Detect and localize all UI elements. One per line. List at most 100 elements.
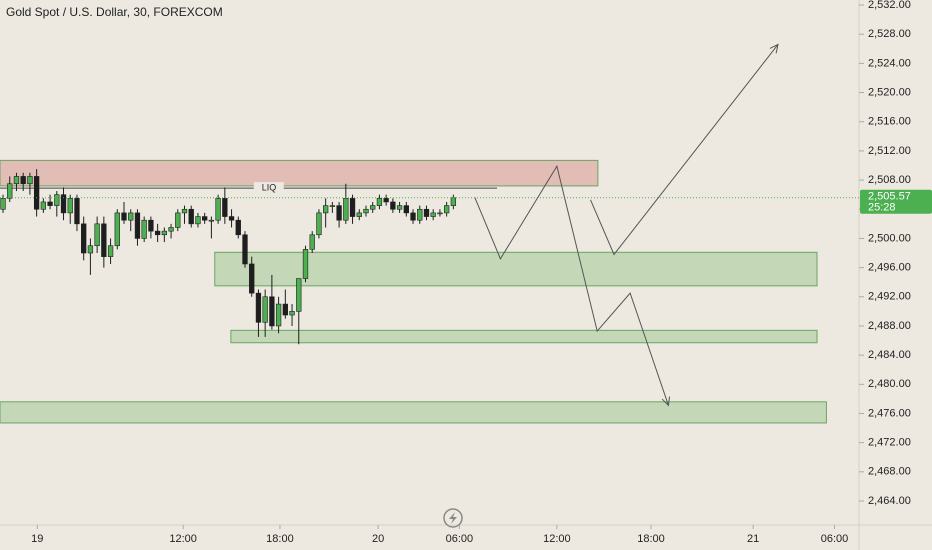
candle-body: [134, 212, 141, 239]
candle-body: [430, 212, 436, 217]
candle-body: [215, 198, 221, 221]
title-bg: [0, 2, 232, 22]
y-tick-label: 2,476.00: [868, 407, 911, 419]
liq-label: LIQ: [262, 182, 277, 192]
candle-body: [242, 234, 248, 265]
chart-title: Gold Spot / U.S. Dollar, 30, FOREXCOM: [6, 5, 223, 19]
candle-body: [81, 223, 87, 254]
y-tick-label: 2,488.00: [868, 320, 911, 332]
y-tick-label: 2,472.00: [868, 437, 911, 449]
zone: [230, 329, 818, 344]
candle-body: [269, 296, 275, 327]
candle-body: [370, 205, 376, 210]
candle-body: [363, 208, 369, 214]
y-tick-label: 2,480.00: [868, 378, 911, 390]
x-tick-label: 06:00: [821, 533, 849, 545]
candle-body: [154, 230, 161, 236]
candle-body: [443, 205, 450, 214]
y-tick-label: 2,484.00: [868, 349, 911, 361]
y-tick-label: 2,492.00: [868, 291, 911, 303]
candle-body: [228, 216, 235, 221]
candle-body: [390, 201, 396, 210]
y-tick-label: 2,496.00: [868, 262, 911, 274]
y-tick-label: 2,532.00: [868, 0, 911, 11]
candle-body: [54, 194, 60, 206]
y-tick-label: 2,512.00: [868, 145, 911, 157]
candle-body: [309, 234, 315, 250]
x-tick-label: 21: [747, 533, 759, 545]
candle-body: [114, 212, 120, 247]
y-tick-label: 2,524.00: [868, 57, 911, 69]
candle-body: [383, 198, 389, 203]
candle-body: [349, 198, 356, 217]
y-tick-label: 2,500.00: [868, 232, 911, 244]
candle-body: [13, 176, 20, 185]
y-tick-label: 2,516.00: [868, 116, 911, 128]
candle-body: [40, 201, 47, 210]
x-tick-label: 18:00: [637, 533, 665, 545]
candle-body: [235, 219, 241, 236]
candle-body: [7, 183, 13, 199]
logo: [443, 508, 463, 528]
y-tick-label: 2,508.00: [868, 174, 911, 186]
candle-body: [181, 208, 188, 214]
candle-body: [282, 303, 288, 316]
candle-body: [289, 311, 295, 316]
x-tick-label: 12:00: [543, 533, 571, 545]
candle-body: [33, 176, 40, 210]
y-tick-label: 2,528.00: [868, 28, 911, 40]
candle-body: [336, 205, 342, 221]
zone: [0, 159, 599, 187]
candle-body: [188, 208, 194, 225]
candle-body: [222, 198, 228, 217]
candle-body: [437, 212, 443, 215]
zone: [0, 401, 827, 424]
candle-body: [168, 227, 174, 232]
candle-body: [376, 198, 383, 206]
candle-body: [417, 208, 423, 221]
candle-body: [87, 245, 94, 254]
candle-body: [161, 230, 167, 236]
x-tick-label: 06:00: [446, 533, 474, 545]
candle-body: [175, 212, 181, 228]
zone: [214, 251, 818, 287]
y-tick-label: 2,520.00: [868, 86, 911, 98]
candle-body: [450, 197, 457, 206]
y-tick-label: 2,464.00: [868, 495, 911, 507]
candle-body: [410, 212, 416, 221]
candle-body: [60, 194, 67, 214]
candle-body: [67, 198, 73, 214]
drawing-path: [590, 44, 779, 256]
candle-body: [202, 216, 208, 221]
candle-body: [396, 205, 403, 210]
candle-body: [423, 208, 430, 217]
y-tick-label: 2,468.00: [868, 466, 911, 478]
candle-body: [27, 176, 33, 185]
candle-body: [128, 212, 134, 221]
candle-body: [47, 201, 53, 206]
arrow-head: [769, 43, 779, 54]
arrow-head: [661, 396, 671, 407]
candle-body: [208, 219, 215, 222]
last-price-box: [860, 189, 932, 214]
candle-body: [329, 205, 336, 207]
candle-body: [302, 249, 309, 279]
candle-body: [356, 212, 362, 217]
candle-body: [316, 212, 322, 236]
candle-body: [0, 198, 6, 210]
x-tick-label: 20: [372, 533, 384, 545]
candle-body: [403, 205, 409, 214]
candle-body: [262, 296, 268, 323]
candle-body: [94, 223, 100, 247]
candle-body: [141, 219, 147, 239]
candle-body: [275, 303, 282, 327]
candle-body: [343, 198, 349, 221]
candle-body: [195, 216, 201, 225]
x-tick-label: 12:00: [169, 533, 197, 545]
candle-body: [296, 278, 302, 312]
x-tick-label: 18:00: [266, 533, 294, 545]
candle-body: [107, 245, 114, 257]
x-tick-label: 19: [31, 533, 43, 545]
